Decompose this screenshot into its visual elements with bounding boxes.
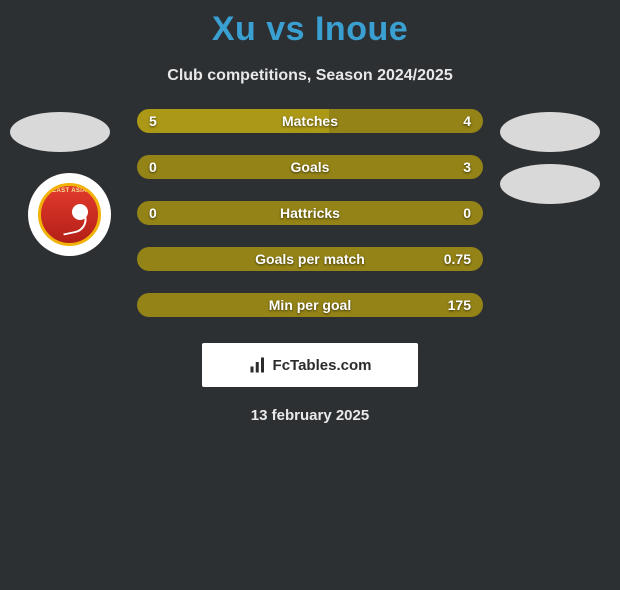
stat-label: Hattricks	[209, 205, 411, 221]
comparison-rows: 5Matches40Goals30Hattricks0Goals per mat…	[137, 109, 483, 317]
date: 13 february 2025	[0, 407, 620, 424]
page-title: Xu vs Inoue	[0, 10, 620, 49]
stat-row: 5Matches4	[137, 109, 483, 133]
stat-row: 0Hattricks0	[137, 201, 483, 225]
stat-value-right: 3	[411, 159, 471, 175]
player-left-avatar-1	[10, 112, 110, 152]
stat-row-text: 0Hattricks0	[137, 201, 483, 225]
stat-row: Min per goal175	[137, 293, 483, 317]
attribution-text: FcTables.com	[273, 357, 372, 374]
stat-row: Goals per match0.75	[137, 247, 483, 271]
subheading: Club competitions, Season 2024/2025	[0, 67, 620, 85]
stat-label: Goals	[209, 159, 411, 175]
stat-value-left: 0	[149, 205, 209, 221]
stat-row-text: 5Matches4	[137, 109, 483, 133]
stat-value-right: 175	[411, 297, 471, 313]
stat-label: Goals per match	[209, 251, 411, 267]
club-badge: EAST ASIA	[28, 173, 111, 256]
stat-label: Matches	[209, 113, 411, 129]
stat-value-left: 0	[149, 159, 209, 175]
club-badge-text: EAST ASIA	[41, 188, 98, 194]
player-right-avatar-1	[500, 112, 600, 152]
stat-row-text: Min per goal175	[137, 293, 483, 317]
stat-label: Min per goal	[209, 297, 411, 313]
stat-row-text: 0Goals3	[137, 155, 483, 179]
stat-value-right: 0	[411, 205, 471, 221]
stat-row: 0Goals3	[137, 155, 483, 179]
stat-value-left: 5	[149, 113, 209, 129]
player-right-avatar-2	[500, 164, 600, 204]
bars-icon	[249, 356, 267, 374]
attribution: FcTables.com	[202, 343, 418, 387]
stat-row-text: Goals per match0.75	[137, 247, 483, 271]
stat-value-right: 4	[411, 113, 471, 129]
stat-value-right: 0.75	[411, 251, 471, 267]
